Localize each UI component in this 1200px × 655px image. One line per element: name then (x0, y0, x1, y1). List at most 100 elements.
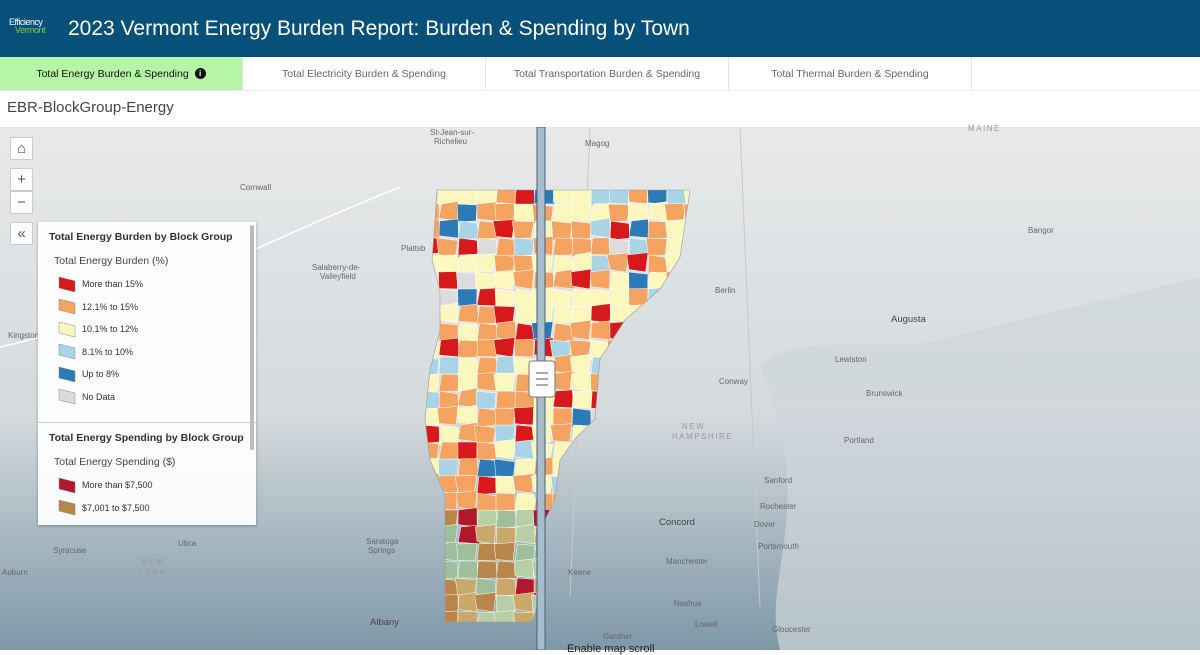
vermont-block-groups (425, 190, 690, 622)
block-group (570, 220, 592, 241)
block-group (513, 203, 535, 222)
legend-swatch (58, 388, 76, 405)
collapse-legend[interactable]: « (10, 222, 33, 245)
block-group (457, 288, 478, 307)
block-group (457, 322, 480, 343)
block-group (493, 610, 516, 622)
block-group (666, 190, 687, 206)
block-group (457, 303, 480, 324)
block-group (550, 423, 573, 443)
block-group (513, 406, 535, 426)
block-group (476, 560, 498, 579)
block-group (513, 558, 535, 579)
swatch-shape (58, 321, 76, 338)
swatch-shape (58, 388, 76, 405)
legend-label: More than $7,500 (82, 480, 153, 491)
block-group (552, 237, 575, 256)
block-group (494, 202, 516, 222)
block-group (590, 254, 611, 274)
legend-item: $7,001 to $7,500 (58, 497, 256, 520)
block-group (454, 475, 478, 494)
tab[interactable]: Total Thermal Burden & Spending (729, 57, 972, 90)
legend-item: 12.1% to 15% (58, 296, 256, 319)
legend-swatch (58, 321, 76, 338)
place-label: Conway (719, 377, 748, 386)
block-group (493, 269, 516, 290)
app-title: 2023 Vermont Energy Burden Report: Burde… (68, 17, 690, 40)
place-label: Cornwall (240, 183, 272, 192)
block-group (476, 441, 497, 462)
block-group (457, 441, 478, 460)
block-group (492, 219, 516, 239)
legend-subtitle: Total Energy Burden (%) (54, 255, 169, 267)
block-group (514, 577, 537, 597)
place-label: HAMPSHIRE (672, 432, 734, 441)
block-group (495, 475, 516, 494)
block-group (495, 320, 517, 341)
place-label: NEW (682, 422, 706, 431)
logo[interactable]: Efficiency Vermont (9, 17, 46, 35)
block-group (457, 560, 479, 579)
logo-text: Vermont (15, 25, 46, 35)
block-group (569, 353, 592, 375)
block-group (645, 237, 668, 257)
header: Efficiency Vermont 2023 Vermont Energy Bu… (0, 0, 1200, 57)
zoom-out[interactable]: − (10, 191, 33, 214)
swatch-shape (58, 343, 76, 360)
block-group (457, 220, 480, 241)
block-group (512, 592, 535, 613)
place-label: Lowell (695, 620, 718, 629)
legend-item: No Data (58, 386, 256, 409)
place-label: Rochester (760, 502, 797, 511)
place-label: Brunswick (866, 389, 903, 398)
tab[interactable]: Total Energy Burden & Spending (0, 57, 243, 90)
scrollbar[interactable] (250, 225, 254, 450)
swatch-shape (58, 499, 76, 516)
block-group (457, 507, 478, 528)
legend-title: Total Energy Spending by Block Group (49, 432, 244, 444)
legend-swatch (58, 276, 76, 293)
block-group (456, 190, 478, 206)
legend-swatch (58, 499, 76, 516)
place-label: NEW (142, 558, 166, 567)
block-group (627, 203, 649, 222)
block-group (438, 271, 459, 290)
block-group (571, 390, 593, 409)
zoom-in[interactable]: + (10, 168, 33, 191)
logo-text: Efficiency (9, 17, 43, 27)
tab[interactable]: Total Transportation Burden & Spending (486, 57, 729, 90)
block-group (590, 320, 611, 341)
place-label: Gloucester (772, 625, 811, 634)
scroll-hint[interactable]: Enable map scroll (567, 643, 655, 655)
place-label: Bangor (1028, 226, 1054, 235)
block-group (456, 203, 478, 223)
block-group (457, 253, 479, 273)
place-label: Nashua (674, 599, 702, 608)
place-label: St-Jean-sur- (430, 128, 475, 137)
block-group (551, 220, 573, 241)
legend-swatch (58, 477, 76, 494)
place-label: Portland (844, 436, 874, 445)
place-label: YORK (138, 568, 167, 577)
block-group (514, 523, 537, 545)
block-group (476, 220, 499, 240)
block-group (512, 473, 535, 494)
block-group (609, 220, 631, 241)
block-group (647, 220, 668, 240)
tab[interactable]: Total Electricity Burden & Spending (243, 57, 486, 90)
home-button[interactable]: ⌂ (10, 137, 33, 160)
block-group (495, 509, 518, 529)
block-group (457, 356, 480, 377)
block-group (438, 337, 461, 358)
block-group (494, 407, 516, 426)
block-group (438, 424, 461, 445)
block-group (438, 302, 459, 324)
swatch-shape (58, 298, 76, 315)
block-group (476, 201, 497, 222)
block-group (476, 611, 499, 622)
block-group (495, 526, 517, 545)
block-group (476, 475, 499, 496)
legend-label: 8.1% to 10% (82, 346, 134, 357)
block-group (513, 338, 535, 358)
